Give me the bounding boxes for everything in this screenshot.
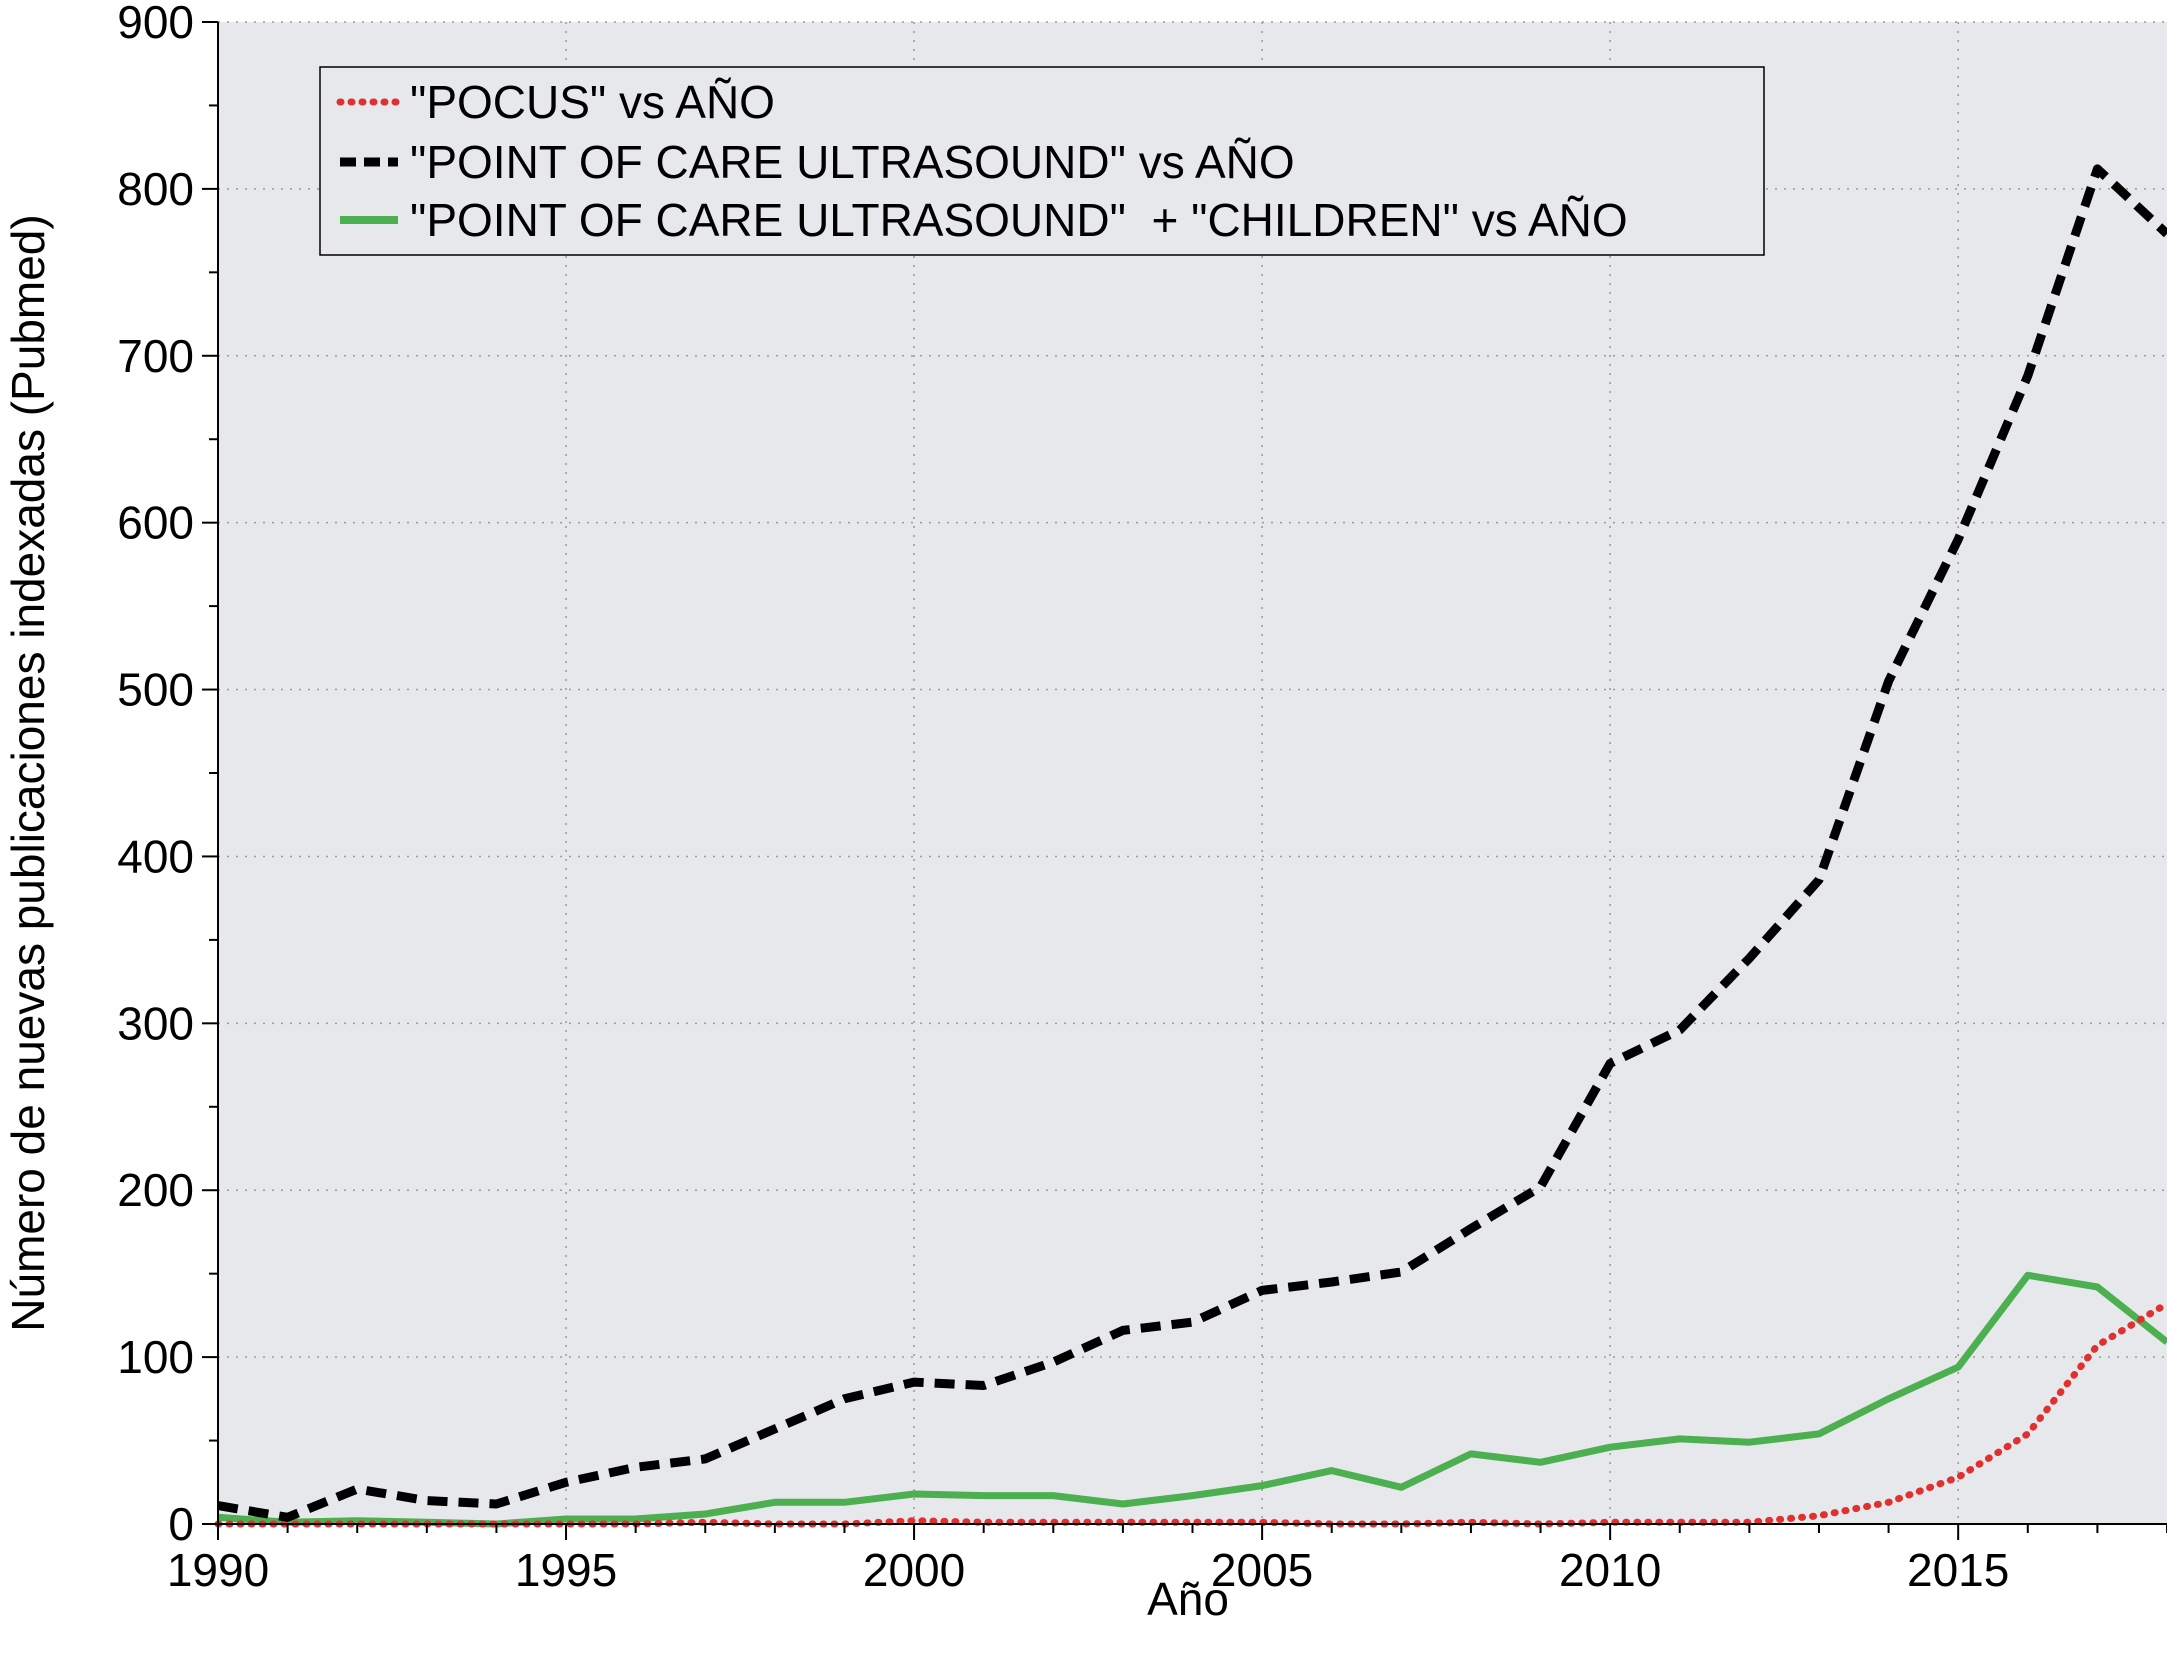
y-tick-labels: 0 100 200 300 400 500 600 700 800 900 xyxy=(117,0,194,1550)
y-tick-label: 400 xyxy=(117,830,194,882)
legend-entry: "POINT OF CARE ULTRASOUND" + "CHILDREN" … xyxy=(340,194,1628,246)
y-axis-title: Número de nuevas publicaciones indexadas… xyxy=(2,214,54,1331)
y-tick-label: 700 xyxy=(117,330,194,382)
y-tick-label: 300 xyxy=(117,997,194,1049)
legend-entries: "POCUS" vs AÑO "POINT OF CARE ULTRASOUND"… xyxy=(336,76,1628,246)
x-tick-label: 1995 xyxy=(515,1544,617,1596)
legend-label: "POINT OF CARE ULTRASOUND" + "CHILDREN" … xyxy=(410,194,1628,246)
y-tick-label: 0 xyxy=(168,1498,194,1550)
x-tick-label: 2015 xyxy=(1907,1544,2009,1596)
y-tick-label: 500 xyxy=(117,664,194,716)
y-tick-label: 600 xyxy=(117,497,194,549)
series-line-3 xyxy=(217,1271,2167,1528)
legend-label: "POINT OF CARE ULTRASOUND" vs AÑO xyxy=(410,136,1295,188)
legend-entry: "POCUS" vs AÑO xyxy=(336,76,775,128)
axes xyxy=(202,21,2167,1540)
x-axis-title: Año xyxy=(1147,1573,1229,1625)
legend: "POCUS" vs AÑO "POINT OF CARE ULTRASOUND"… xyxy=(319,66,1765,256)
series-line-1 xyxy=(214,1300,2167,1528)
y-tick-label: 100 xyxy=(117,1331,194,1383)
legend-entry: "POINT OF CARE ULTRASOUND" vs AÑO xyxy=(340,136,1295,188)
x-tick-label: 1990 xyxy=(167,1544,269,1596)
plot-background xyxy=(218,22,2167,1524)
legend-box xyxy=(319,66,1765,256)
x-tick-label: 2005 xyxy=(1211,1544,1313,1596)
series-lines xyxy=(214,164,2167,1528)
y-tick-label: 800 xyxy=(117,163,194,215)
x-tick-labels: 1990 1995 2000 2005 2010 2015 xyxy=(167,1544,2010,1596)
y-tick-label: 900 xyxy=(117,0,194,48)
x-tick-label: 2000 xyxy=(863,1544,965,1596)
x-tick-label: 2010 xyxy=(1559,1544,1661,1596)
y-tick-label: 200 xyxy=(117,1164,194,1216)
legend-label: "POCUS" vs AÑO xyxy=(410,76,775,128)
